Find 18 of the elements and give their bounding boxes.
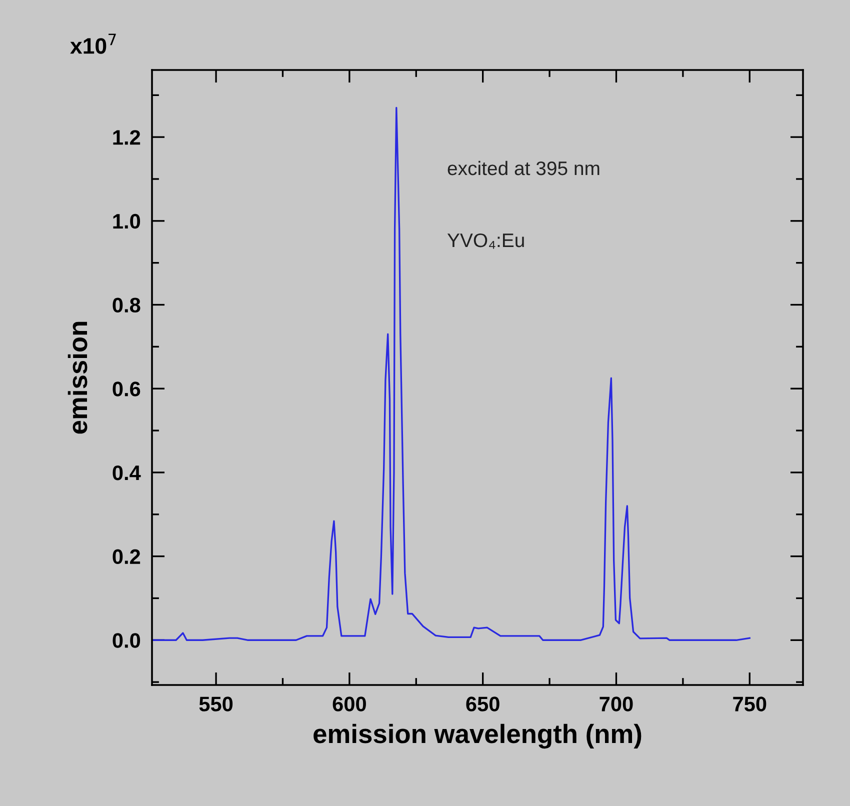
y-axis-title: emission	[68, 322, 88, 434]
y-tick-label: 0.6	[112, 382, 140, 396]
y-tick-label: 0.8	[112, 298, 140, 313]
y-tick-label: 0.4	[112, 465, 141, 480]
x-tick-label: 750	[733, 696, 766, 712]
y-tick-label: 1.0	[113, 214, 140, 229]
annotation: excited at 395 nm	[448, 160, 600, 176]
x-axis-title: emission wavelength (nm)	[314, 724, 642, 749]
y-tick-label: 0.2	[112, 549, 140, 564]
annotation: YVO₄:Eu	[447, 233, 524, 249]
x-tick-label: 600	[332, 696, 366, 712]
x-tick-label: 700	[600, 696, 633, 712]
line-series	[152, 106, 750, 641]
x-tick-label: 550	[199, 696, 233, 712]
x-tick-label: 650	[466, 696, 500, 712]
text: x10$^{7}$	[70, 34, 116, 54]
y-tick-label: 1.2	[113, 130, 140, 145]
y-tick-label: 0.0	[112, 633, 140, 648]
